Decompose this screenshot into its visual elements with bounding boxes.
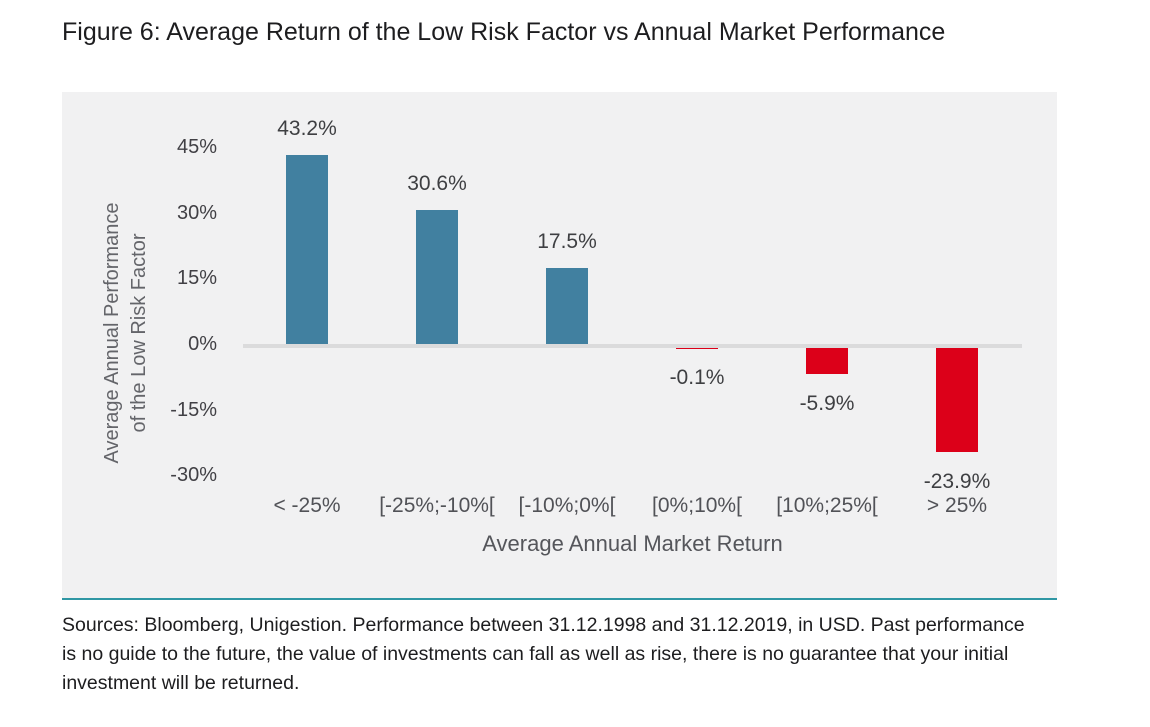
figure-title: Figure 6: Average Return of the Low Risk… xyxy=(62,18,946,46)
sources-line-2: is no guide to the future, the value of … xyxy=(62,643,1009,665)
bar-value-label: -5.9% xyxy=(799,391,855,415)
chart-panel: Average Annual Performance of the Low Ri… xyxy=(62,92,1057,600)
x-category-label: [-10%;0%[ xyxy=(518,494,616,517)
bar-value-label: -23.9% xyxy=(923,470,991,494)
y-tick-label: -30% xyxy=(170,464,217,487)
bar-positive xyxy=(286,155,328,344)
sources-note: Sources: Bloomberg, Unigestion. Performa… xyxy=(62,611,1107,698)
sources-line-3: investment will be returned. xyxy=(62,672,300,694)
y-tick-label: -15% xyxy=(170,398,217,421)
bar-negative xyxy=(806,348,848,374)
bar-positive xyxy=(546,267,588,344)
x-axis-title: Average Annual Market Return xyxy=(482,531,783,556)
y-tick-label: 15% xyxy=(176,267,217,290)
x-category-label: [0%;10%[ xyxy=(652,494,742,517)
bar-value-label: 43.2% xyxy=(277,117,337,141)
chart-plot: 45% 30% 15% 0% -15% -30% 43.2% < -25% 30.6% [-25%… xyxy=(62,92,1057,598)
y-tick-label: 30% xyxy=(176,201,217,224)
bar-value-label: -0.1% xyxy=(669,366,725,390)
bar-positive xyxy=(416,210,458,344)
y-tick-label: 45% xyxy=(176,136,217,159)
sources-line-1: Sources: Bloomberg, Unigestion. Performa… xyxy=(62,614,1025,636)
bar-value-label: 17.5% xyxy=(537,229,597,253)
x-category-label: < -25% xyxy=(273,494,341,517)
bar-negative xyxy=(936,348,978,453)
x-category-label: [10%;25%[ xyxy=(776,494,878,517)
y-tick-label: 0% xyxy=(188,333,217,355)
bar-value-label: 30.6% xyxy=(407,172,467,196)
x-axis-baseline xyxy=(243,344,1022,348)
x-category-label: > 25% xyxy=(926,494,988,517)
x-category-label: [-25%;-10%[ xyxy=(379,494,495,517)
